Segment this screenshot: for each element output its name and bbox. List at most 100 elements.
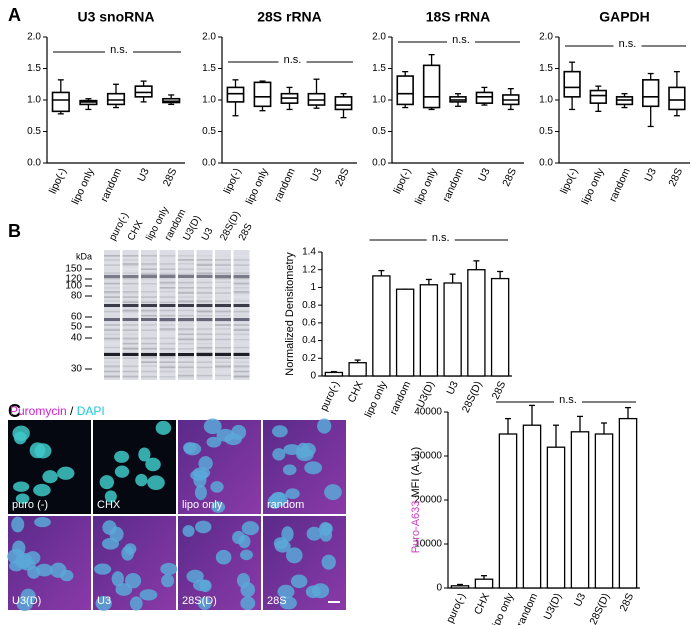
blot-band (159, 333, 176, 336)
panel-letter: A (8, 5, 21, 25)
blot-band (104, 370, 120, 373)
blot-band (196, 352, 213, 354)
blot-band (141, 374, 157, 377)
y-tick-label: 10000 (414, 539, 442, 550)
blot-band (233, 356, 250, 358)
blot-band (196, 304, 213, 307)
blot-band (215, 292, 231, 294)
blot-band (233, 273, 250, 276)
blot-band (233, 310, 250, 313)
nucleus (109, 526, 124, 542)
x-tick-label: U3 (444, 379, 461, 396)
nucleus (241, 521, 259, 536)
blot-band (141, 301, 157, 304)
x-tick-label: 28S (617, 591, 636, 613)
blot-band (233, 370, 250, 373)
blot-band (122, 301, 139, 304)
blot-band (104, 324, 120, 326)
blot-band (215, 328, 231, 330)
blot-band (104, 273, 120, 276)
nucleus (35, 563, 53, 577)
blot-band (104, 333, 120, 336)
blot-band (122, 370, 139, 373)
nucleus (125, 572, 142, 589)
blot-band (122, 263, 139, 265)
blot-band (233, 263, 250, 265)
blot-band (104, 287, 120, 289)
y-tick-label: 0.5 (372, 126, 386, 137)
blot-band (122, 309, 139, 312)
nucleus (321, 554, 336, 570)
blot-band (178, 357, 194, 359)
blot-band (141, 275, 157, 278)
nucleus (104, 490, 117, 503)
blot-band (178, 356, 194, 358)
blot-band (122, 338, 139, 341)
blot-band (159, 255, 176, 257)
nucleus (317, 418, 332, 434)
blot-band (122, 314, 139, 317)
blot-band (104, 356, 120, 358)
blot-band (141, 337, 157, 340)
blot-band (141, 375, 157, 378)
y-tick-label: 30000 (414, 451, 442, 462)
blot-band (141, 268, 157, 270)
nucleus (186, 569, 204, 583)
blot-band (104, 348, 120, 350)
blot-band (196, 310, 213, 313)
blot-band (178, 296, 194, 298)
x-tick-label: random (607, 166, 633, 204)
blot-band (178, 275, 194, 278)
nucleus (215, 549, 232, 565)
nucleus (182, 525, 195, 537)
blot-band (122, 374, 139, 377)
x-tick-label: U3(D) (542, 591, 565, 621)
nucleus (210, 481, 224, 493)
box (134, 85, 153, 98)
ns-label: n.s. (110, 44, 128, 56)
x-tick-label: lipo only (489, 591, 516, 625)
blot-band (233, 300, 250, 302)
y-tick-label: 1.5 (539, 63, 553, 74)
y-tick-label: 1.0 (372, 95, 386, 106)
blot-band (196, 357, 213, 359)
nucleus (296, 448, 314, 462)
nucleus (240, 549, 253, 561)
blot-band (141, 273, 157, 276)
blot-band (141, 353, 157, 356)
blot-band (233, 255, 250, 257)
nucleus (34, 517, 51, 528)
blot-band (233, 275, 250, 278)
blot-band (104, 264, 120, 266)
blot-band (196, 255, 213, 257)
blot-band (178, 346, 194, 349)
nucleus (114, 465, 130, 478)
blot-band (122, 357, 139, 359)
blot-band (178, 310, 194, 313)
blot-band (215, 374, 231, 377)
x-tick-label: lipo only (244, 166, 271, 207)
blot-band (178, 263, 194, 265)
nucleus (211, 501, 226, 513)
y-axis-label: Puro-A633 MFI (A.U.) (410, 447, 422, 553)
blot-band (233, 291, 250, 293)
x-tick-label: random (440, 166, 466, 204)
blot-band (233, 375, 250, 378)
blot-band (104, 366, 120, 369)
blot-band (104, 292, 120, 294)
bar (490, 277, 510, 377)
blot-band (178, 301, 194, 304)
blot-band (104, 365, 120, 368)
blot-band (104, 328, 120, 330)
blot-band (159, 337, 176, 340)
blot-band (233, 287, 250, 289)
chart-title: 18S rRNA (426, 9, 491, 25)
blot-band (196, 324, 213, 326)
blot-band (178, 370, 194, 373)
blot-band (178, 255, 194, 257)
blot-band (215, 263, 231, 265)
nucleus (283, 444, 301, 455)
blot-band (233, 338, 250, 341)
blot-band (196, 333, 213, 336)
